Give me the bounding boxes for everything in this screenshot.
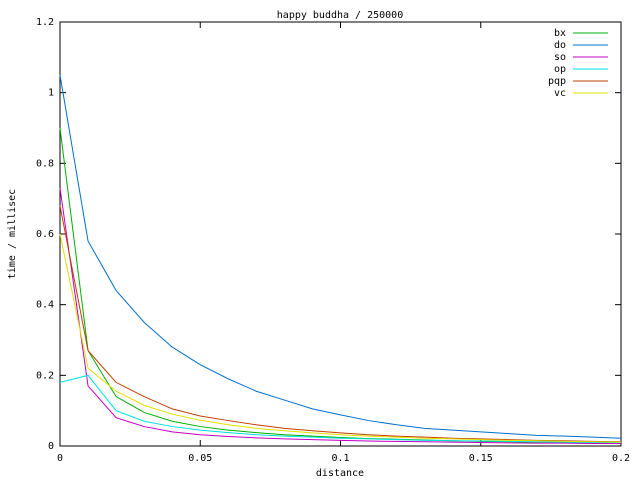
x-tick-label: 0.05	[188, 453, 212, 464]
x-tick-label: 0	[57, 453, 63, 464]
x-tick-label: 0.2	[612, 453, 630, 464]
legend-label: pqp	[548, 76, 566, 87]
legend-label: bx	[554, 28, 566, 39]
y-tick-label: 0	[48, 441, 54, 452]
y-tick-label: 0.2	[36, 370, 54, 381]
y-axis-label: time / millisec	[7, 189, 18, 279]
series-line	[59, 74, 622, 439]
y-tick-label: 1.2	[36, 17, 54, 28]
y-tick-label: 0.8	[36, 158, 54, 169]
y-tick-label: 0.4	[36, 300, 54, 311]
x-axis-label: distance	[316, 468, 364, 479]
y-tick-label: 0.6	[36, 229, 54, 240]
legend-label: vc	[554, 88, 566, 99]
series-line	[59, 233, 622, 443]
legend-label: op	[554, 64, 566, 75]
series-line	[59, 187, 621, 445]
x-tick-label: 0.15	[469, 453, 493, 464]
y-tick-label: 1	[48, 88, 54, 99]
legend-label: so	[554, 52, 566, 63]
chart-title: happy buddha / 250000	[277, 10, 403, 21]
series-line	[59, 374, 621, 443]
x-tick-label: 0.1	[331, 453, 349, 464]
legend-label: do	[554, 40, 566, 51]
